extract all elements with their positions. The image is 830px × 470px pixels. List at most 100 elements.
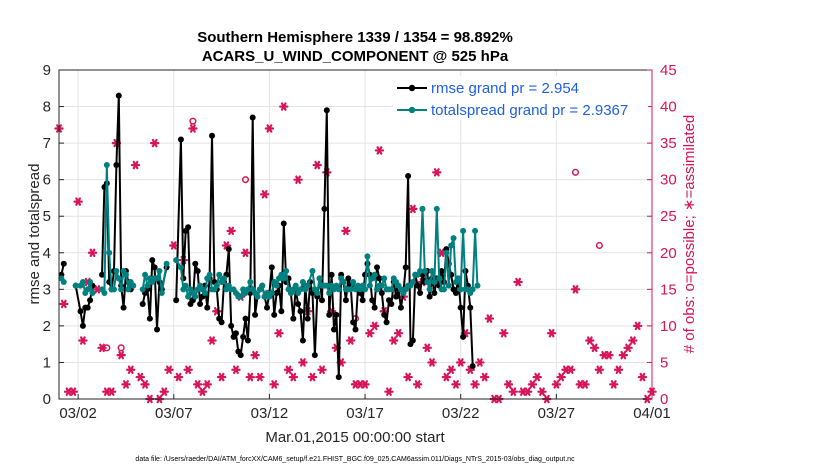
obs-assimilated-marker [389, 336, 399, 345]
obs-assimilated-marker [169, 241, 179, 250]
totalspread-point [84, 286, 91, 293]
obs-assimilated-marker [192, 380, 203, 389]
rmse-point [60, 260, 67, 267]
totalspread-point [130, 282, 137, 289]
obs-assimilated-marker [369, 321, 380, 331]
x-tick-label: 03/27 [538, 405, 576, 422]
totalspread-point [457, 286, 464, 293]
rmse-point [151, 264, 158, 271]
obs-assimilated-marker [432, 168, 442, 177]
totalspread-point [142, 271, 149, 278]
obs-possible-marker [117, 344, 125, 352]
totalspread-point [366, 282, 373, 289]
rmse-point [371, 304, 378, 311]
rmse-point [204, 304, 211, 311]
obs-assimilated-marker [183, 365, 193, 374]
totalspread-point [431, 279, 438, 286]
totalspread-point [316, 275, 323, 282]
obs-assimilated-marker [231, 365, 241, 374]
totalspread-point [381, 275, 388, 282]
data-file-footnote: data file: /Users/raeder/DAI/ATM_forcXX/… [135, 456, 575, 463]
rmse-point [290, 315, 297, 322]
totalspread-point [72, 282, 79, 289]
rmse-point [146, 315, 153, 322]
rmse-point [242, 315, 249, 322]
totalspread-point [106, 249, 113, 256]
y-right-tick-label: 35 [660, 135, 677, 152]
obs-assimilated-marker [250, 350, 260, 360]
obs-assimilated-marker [293, 175, 303, 184]
rmse-point [376, 275, 383, 282]
obs-assimilated-marker [427, 358, 437, 367]
totalspread-point [101, 289, 108, 296]
rmse-point [319, 297, 326, 304]
rmse-point [426, 293, 433, 300]
obs-assimilated-marker [307, 372, 318, 382]
rmse-point [397, 304, 404, 311]
obs-assimilated-marker [618, 350, 629, 360]
y-right-tick-label: 20 [660, 245, 677, 262]
rmse-point [79, 322, 86, 329]
rmse-point [77, 308, 84, 315]
totalspread-point [89, 289, 96, 296]
rmse-point [335, 374, 342, 381]
obs-assimilated-marker [408, 204, 418, 214]
obs-assimilated-marker [609, 380, 619, 389]
y-right-tick-label: 45 [660, 62, 677, 79]
totalspread-point [79, 279, 86, 286]
obs-assimilated-marker [207, 336, 217, 345]
obs-assimilated-marker [245, 372, 255, 382]
rmse-point [326, 311, 333, 318]
obs-assimilated-marker [202, 380, 212, 389]
totalspread-point [421, 268, 428, 275]
totalspread-point [283, 268, 290, 275]
rmse-point [460, 333, 467, 340]
rmse-point [333, 311, 340, 318]
rmse-point [197, 300, 204, 307]
obs-assimilated-marker [623, 343, 633, 353]
obs-assimilated-marker [240, 248, 251, 257]
x-tick-label: 03/17 [346, 405, 384, 422]
obs-assimilated-marker [570, 285, 581, 294]
rmse-point [388, 300, 395, 307]
y-axis-right-label: # of obs: o=possible; ∗=assimilated [681, 115, 698, 354]
obs-assimilated-marker [197, 387, 208, 396]
totalspread-point [110, 286, 117, 293]
obs-assimilated-marker [613, 365, 624, 374]
rmse-point [218, 319, 225, 326]
x-tick-label: 03/12 [251, 405, 289, 422]
obs-assimilated-marker [384, 387, 394, 396]
totalspread-point [144, 282, 151, 289]
totalspread-point [440, 286, 447, 293]
totalspread-point [472, 227, 479, 234]
totalspread-point [417, 268, 424, 275]
obs-assimilated-marker [259, 190, 270, 199]
rmse-point [321, 205, 328, 212]
obs-assimilated-marker [255, 372, 265, 382]
y-ticks-right: 0 5 10 15 20 25 30 35 40 45 [647, 62, 677, 408]
totalspread-point [115, 275, 122, 282]
rmse-point [467, 304, 474, 311]
totalspread-point [185, 293, 192, 300]
rmse-point [268, 264, 275, 271]
obs-assimilated-marker [532, 372, 542, 382]
obs-assimilated-marker [556, 372, 566, 382]
obs-assimilated-marker [216, 372, 227, 382]
rmse-point [278, 308, 285, 315]
rmse-point [342, 297, 349, 304]
rmse-point [149, 257, 156, 264]
obs-possible-marker [595, 241, 603, 250]
rmse-point [154, 326, 161, 333]
totalspread-point [326, 289, 333, 296]
totalspread-point [280, 275, 287, 282]
obs-assimilated-marker [594, 365, 605, 374]
chart-subtitle: ACARS_U_WIND_COMPONENT @ 525 hPa [202, 48, 509, 65]
rmse-point [383, 319, 390, 326]
rmse-point [438, 268, 445, 275]
obs-assimilated-marker [527, 380, 538, 389]
totalspread-point [122, 271, 129, 278]
rmse-point [209, 132, 216, 139]
totalspread-point [443, 249, 450, 256]
totalspread-point [455, 275, 462, 282]
obs-possible-marker [571, 168, 580, 176]
